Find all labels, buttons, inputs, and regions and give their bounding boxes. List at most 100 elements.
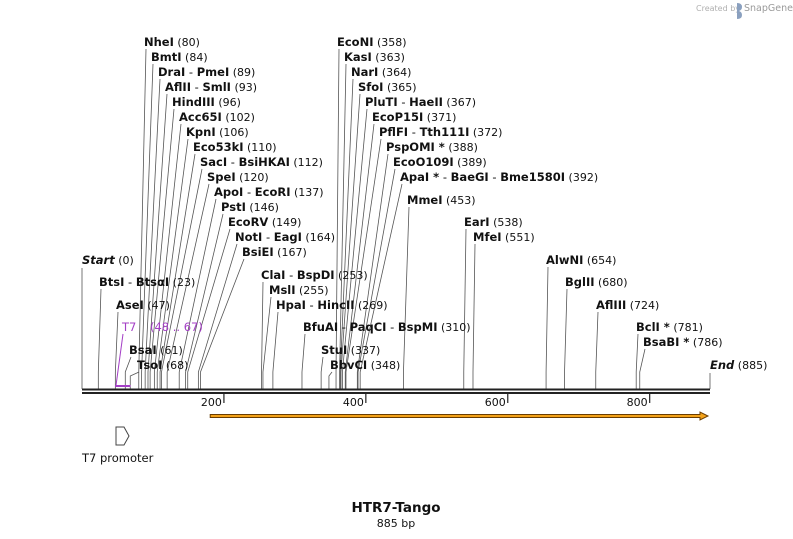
site-label-aflii[interactable]: AflII - SmlI (93) — [165, 80, 257, 94]
site-label-spei[interactable]: SpeI (120) — [207, 170, 269, 184]
site-position: (724) — [626, 299, 659, 312]
site-label-btsi[interactable]: BtsI - BtsαI (23) — [99, 275, 195, 289]
site-leader — [187, 228, 231, 389]
site-leader — [161, 168, 203, 389]
site-position: (47) — [144, 299, 170, 312]
site-position: (106) — [216, 126, 249, 139]
site-label-alwni[interactable]: AlwNI (654) — [546, 253, 616, 267]
site-enzyme-name: Tth111I — [420, 125, 470, 139]
site-leader — [200, 258, 245, 389]
site-enzyme-name: PluTI — [365, 95, 398, 109]
site-label-apai[interactable]: ApaI * - BaeGI - Bme1580I (392) — [400, 170, 598, 184]
site-label-mmei[interactable]: MmeI (453) — [407, 193, 476, 207]
site-label-ecoo109i[interactable]: EcoO109I (389) — [393, 155, 487, 169]
site-enzyme-name: End — [710, 358, 735, 372]
site-label-end[interactable]: End (885) — [710, 358, 767, 372]
site-separator: - — [227, 155, 238, 169]
site-label-bsiei[interactable]: BsiEI (167) — [242, 245, 307, 259]
site-position: (365) — [383, 81, 416, 94]
site-position: (453) — [443, 194, 476, 207]
site-position: (149) — [268, 216, 301, 229]
site-label-bbvci[interactable]: BbvCI (348) — [330, 358, 400, 372]
site-label-ecorv[interactable]: EcoRV (149) — [228, 215, 301, 229]
site-label-eco53ki[interactable]: Eco53kI (110) — [193, 140, 277, 154]
feature-arrow[interactable] — [209, 411, 710, 421]
site-position: (364) — [378, 66, 411, 79]
site-label-bglii[interactable]: BglII (680) — [565, 275, 628, 289]
site-label-pflfi[interactable]: PflFI - Tth111I (372) — [379, 125, 502, 139]
site-leader — [339, 63, 347, 389]
site-enzyme-name: BsiHKAI — [239, 155, 290, 169]
plasmid-title: HTR7-Tango — [351, 500, 440, 516]
site-enzyme-name: EcoRI — [255, 185, 291, 199]
site-position: (253) — [335, 269, 368, 282]
site-position: (255) — [296, 284, 329, 297]
site-label-drai[interactable]: DraI - PmeI (89) — [158, 65, 255, 79]
site-label-apoi[interactable]: ApoI - EcoRI (137) — [214, 185, 324, 199]
site-label-kasi[interactable]: KasI (363) — [344, 50, 405, 64]
site-position: (363) — [372, 51, 405, 64]
site-label-afliii[interactable]: AflIII (724) — [596, 298, 659, 312]
site-label-psti[interactable]: PstI (146) — [221, 200, 279, 214]
site-enzyme-name: MmeI — [407, 193, 443, 207]
site-leader — [595, 311, 599, 389]
site-label-bsabi[interactable]: BsaBI * (786) — [643, 335, 723, 349]
site-label-start[interactable]: Start (0) — [82, 253, 134, 267]
site-label-clai[interactable]: ClaI - BspDI (253) — [261, 268, 368, 282]
feature-t7-promoter[interactable]: T7 promoter — [81, 426, 154, 465]
site-leader — [114, 311, 119, 389]
site-label-hindiii[interactable]: HindIII (96) — [172, 95, 241, 109]
site-label-saci[interactable]: SacI - BsiHKAI (112) — [200, 155, 323, 169]
site-separator: - — [124, 275, 135, 289]
site-leader — [564, 288, 568, 389]
axis-ticks: 200 400 600 800 — [201, 394, 651, 409]
site-position: (269) — [355, 299, 388, 312]
site-position: (389) — [454, 156, 487, 169]
site-label-acc65i[interactable]: Acc65I (102) — [179, 110, 255, 124]
site-label-hpai[interactable]: HpaI - HincII (269) — [276, 298, 388, 312]
site-enzyme-name: ApoI — [214, 185, 243, 199]
site-position: (538) — [490, 216, 523, 229]
site-label-bfuai[interactable]: BfuAI - PaqCI - BspMI (310) — [303, 320, 471, 334]
site-enzyme-name: Start — [82, 253, 115, 267]
site-position: (680) — [595, 276, 628, 289]
site-label-pluti[interactable]: PluTI - HaeII (367) — [365, 95, 476, 109]
snapgene-logo-icon — [737, 3, 742, 19]
site-label-econi[interactable]: EcoNI (358) — [337, 35, 407, 49]
site-label-eari[interactable]: EarI (538) — [464, 215, 523, 229]
site-label-sfoi[interactable]: SfoI (365) — [358, 80, 417, 94]
site-leader — [97, 288, 102, 389]
site-label-ecop15i[interactable]: EcoP15I (371) — [372, 110, 456, 124]
site-enzyme-name: SpeI — [207, 170, 236, 184]
site-enzyme-name: EcoNI — [337, 35, 373, 49]
site-label-pspomi[interactable]: PspOMI * (388) — [386, 140, 478, 154]
site-position: (371) — [423, 111, 456, 124]
site-separator: - — [285, 268, 296, 282]
site-separator: - — [306, 298, 317, 312]
site-leader — [124, 356, 132, 389]
site-label-mfei[interactable]: MfeI (551) — [473, 230, 535, 244]
site-enzyme-name: DraI — [158, 65, 185, 79]
site-label-bmti[interactable]: BmtI (84) — [151, 50, 208, 64]
site-enzyme-name: BsiEI — [242, 245, 274, 259]
site-label-asei[interactable]: AseI (47) — [116, 298, 170, 312]
site-label-bcli[interactable]: BclI * (781) — [636, 320, 703, 334]
site-enzyme-name: BclI * — [636, 320, 670, 334]
primer-t7[interactable]: T7 (48 .. 67) — [115, 320, 203, 387]
site-label-msli[interactable]: MslI (255) — [269, 283, 329, 297]
site-enzyme-name: HindIII — [172, 95, 215, 109]
site-label-noti[interactable]: NotI - EagI (164) — [235, 230, 335, 244]
site-leader — [463, 228, 467, 389]
site-label-nhei[interactable]: NheI (80) — [144, 35, 200, 49]
site-leader — [344, 123, 375, 389]
site-label-nari[interactable]: NarI (364) — [351, 65, 411, 79]
site-position: (786) — [689, 336, 722, 349]
site-label-kpni[interactable]: KpnI (106) — [186, 125, 249, 139]
site-label-tsoi[interactable]: TsoI (68) — [137, 358, 188, 372]
site-label-stui[interactable]: StuI (337) — [321, 343, 380, 357]
site-enzyme-name: EcoO109I — [393, 155, 454, 169]
site-leader — [141, 63, 154, 389]
site-label-bsai[interactable]: BsaI (61) — [129, 343, 183, 357]
site-separator: - — [338, 320, 349, 334]
site-position: (167) — [274, 246, 307, 259]
